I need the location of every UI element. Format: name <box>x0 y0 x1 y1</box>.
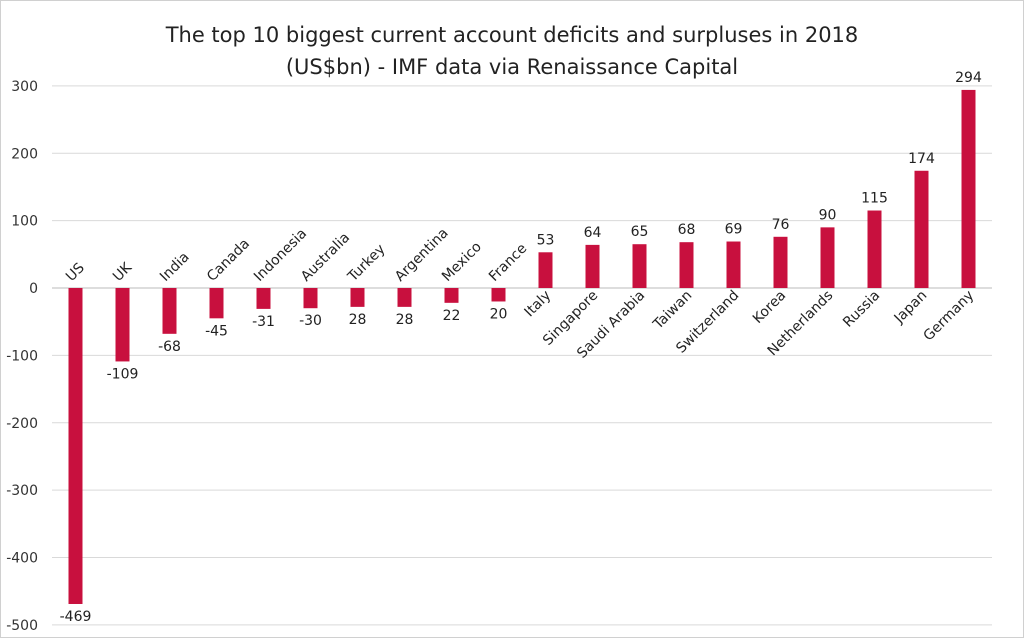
data-label: 68 <box>678 222 696 238</box>
chart-title: The top 10 biggest current account defic… <box>165 23 859 47</box>
bar <box>303 288 318 309</box>
y-tick-label: -400 <box>6 551 38 567</box>
bar <box>961 89 976 288</box>
y-tick-label: 0 <box>29 281 38 297</box>
category-label: India <box>157 249 193 285</box>
data-label: -469 <box>60 609 92 625</box>
data-label: 115 <box>861 191 888 207</box>
bar <box>585 244 600 288</box>
category-label: UK <box>110 259 136 285</box>
bar <box>867 210 882 288</box>
data-label: 69 <box>725 222 743 238</box>
bar <box>256 288 271 309</box>
category-label: Korea <box>750 288 789 327</box>
data-label: -68 <box>158 339 181 355</box>
bar <box>491 288 506 302</box>
category-label: Taiwan <box>650 288 696 334</box>
category-label: Japan <box>891 288 931 328</box>
bar <box>726 241 741 288</box>
bar <box>115 288 130 362</box>
data-label: -45 <box>205 323 228 339</box>
data-label: 90 <box>819 207 837 223</box>
category-label: France <box>486 241 530 285</box>
data-label: -109 <box>107 366 139 382</box>
data-label: 65 <box>631 224 649 240</box>
data-label: 22 <box>443 308 461 324</box>
data-label: 28 <box>349 312 367 328</box>
data-label: -30 <box>299 313 322 329</box>
chart-subtitle: (US$bn) - IMF data via Renaissance Capit… <box>285 55 739 79</box>
bar <box>397 288 412 307</box>
y-tick-label: -300 <box>6 483 38 499</box>
y-tick-label: 100 <box>11 214 38 230</box>
bar <box>679 242 694 288</box>
bar <box>209 288 224 319</box>
category-label: Russia <box>840 288 883 331</box>
y-tick-label: -200 <box>6 416 38 432</box>
y-tick-label: -100 <box>6 348 38 364</box>
category-label: Germany <box>921 288 978 345</box>
bar <box>444 288 459 303</box>
data-label: -31 <box>252 314 275 330</box>
bar <box>914 170 929 288</box>
y-tick-label: -500 <box>6 618 38 634</box>
bar <box>820 227 835 288</box>
category-label: Italy <box>522 288 555 321</box>
data-label: 28 <box>396 312 414 328</box>
category-label: US <box>63 260 88 285</box>
bar <box>68 288 83 604</box>
category-label: Turkey <box>344 241 388 285</box>
data-label: 20 <box>490 306 508 322</box>
data-label: 294 <box>955 70 982 86</box>
bar <box>632 244 647 288</box>
category-label: Mexico <box>439 239 485 285</box>
bar <box>773 236 788 288</box>
data-label: 174 <box>908 151 935 167</box>
category-label: Canada <box>204 236 253 285</box>
bar <box>350 288 365 307</box>
data-label: 64 <box>584 225 602 241</box>
bar <box>538 252 553 288</box>
bar <box>162 288 177 334</box>
data-label: 76 <box>772 217 790 233</box>
y-tick-label: 200 <box>11 146 38 162</box>
data-label: 53 <box>537 232 555 248</box>
y-tick-label: 300 <box>11 79 38 95</box>
